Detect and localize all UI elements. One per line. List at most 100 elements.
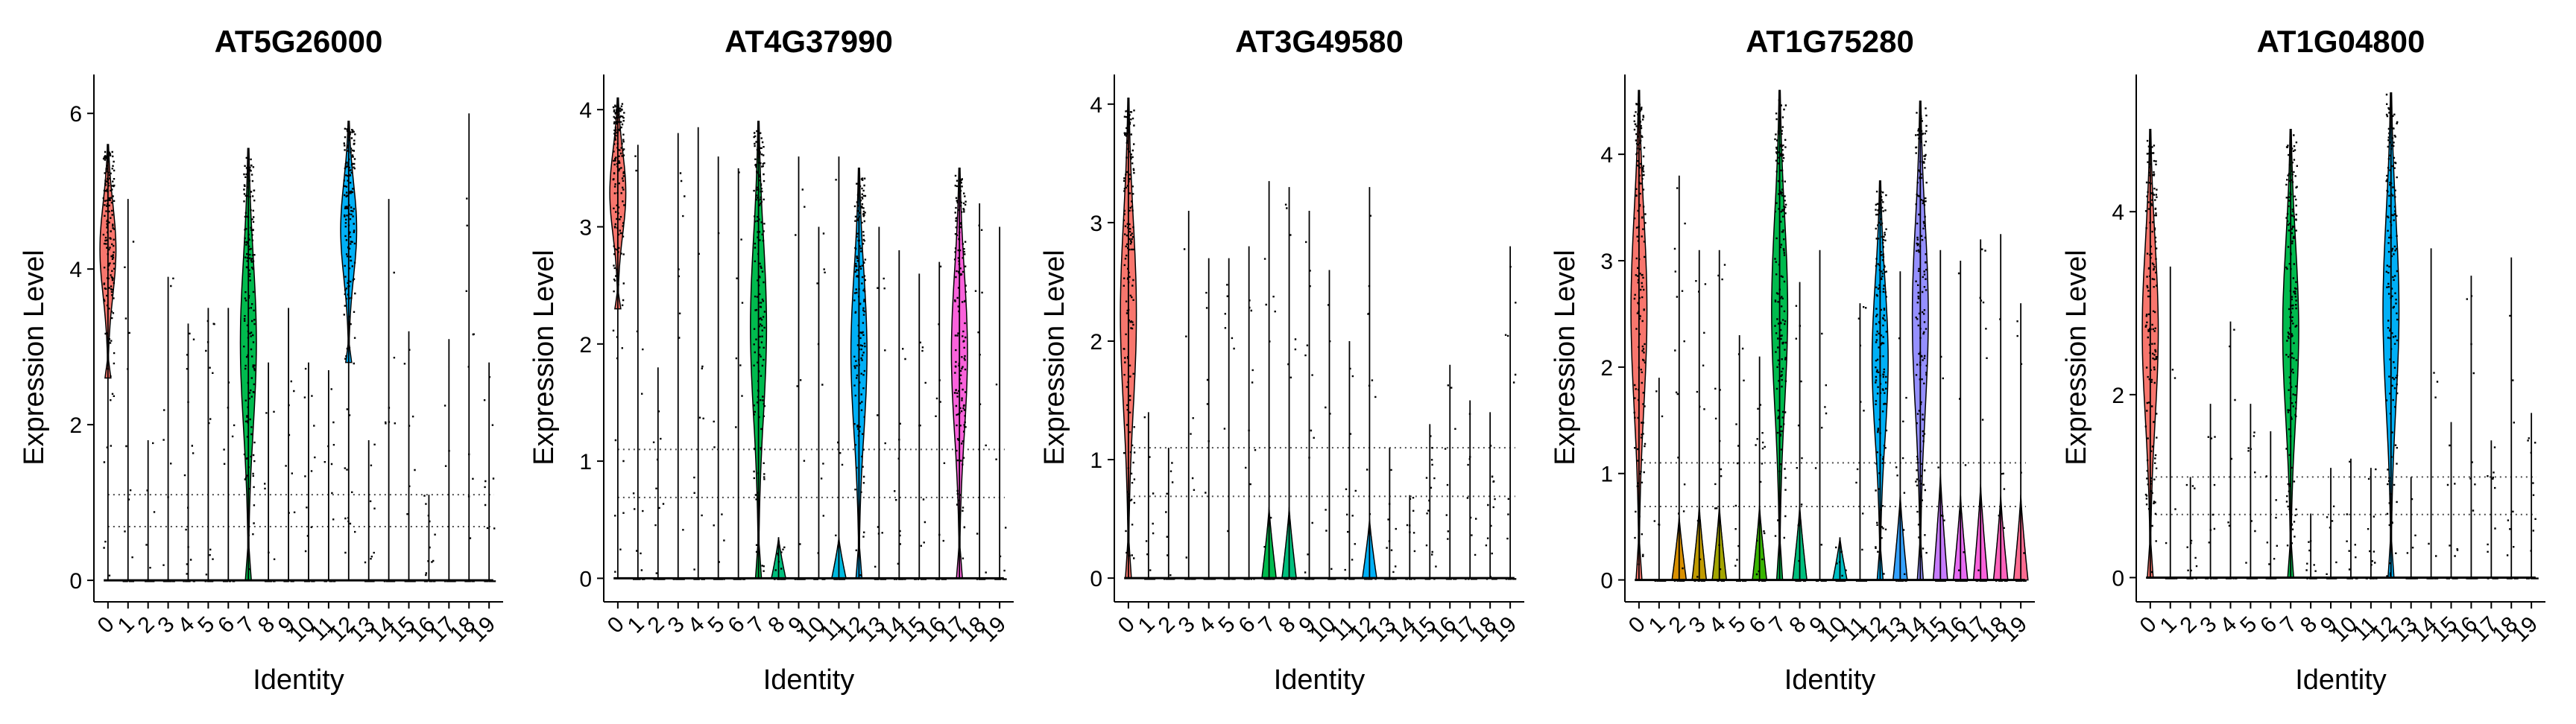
x-tick-label: 6 [213,612,239,638]
panel-title: AT3G49580 [1235,24,1404,59]
violin-cluster-19 [994,226,1007,580]
violin-cluster-15 [914,273,926,580]
violin-cluster-3 [672,133,686,580]
violin-cluster-13 [1384,448,1397,580]
jitter-points [443,404,456,582]
violin-cluster-6 [223,308,236,582]
jitter-points [1734,347,1747,582]
violin-cluster-13 [2405,477,2418,579]
jitter-points [632,155,645,580]
jitter-points [2405,498,2418,579]
x-tick-label: 0 [93,612,119,638]
jitter-points [2466,295,2478,579]
jitter-points [2285,134,2298,547]
x-tick-label: 3 [153,612,179,638]
jitter-points [1344,367,1357,580]
x-axis-label: Identity [2295,664,2387,696]
y-tick-label: 3 [1600,250,1613,274]
jitter-points [2305,540,2317,579]
jitter-points [753,130,766,572]
violin-cluster-18 [1992,234,2009,582]
violin-cluster-1 [1143,412,1156,580]
violin-cluster-11 [1855,303,1867,582]
jitter-points [2487,446,2498,579]
violin-cluster-15 [403,331,416,582]
jitter-points [693,253,705,580]
violin-cluster-3 [2205,404,2218,579]
x-tick-label: 4 [1705,612,1731,638]
x-tick-label: 6 [723,612,749,638]
violin-cluster-17 [1465,400,1477,580]
y-tick-label: 0 [69,569,82,594]
violin-cluster-7 [239,147,257,581]
jitter-points [2205,436,2218,579]
x-tick-label: 7 [2276,612,2302,638]
violin-cluster-17 [443,339,456,582]
x-tick-label: 1 [113,612,139,638]
x-tick-label: 5 [1213,612,1240,638]
jitter-points [1485,445,1497,580]
jitter-points [1164,462,1175,580]
violin-cluster-10 [1325,270,1336,580]
violin-cluster-11 [830,156,847,580]
jitter-points [874,277,887,580]
violin-cluster-16 [1952,261,1969,582]
jitter-points [303,367,316,582]
violin-cluster-11 [2365,468,2378,579]
x-tick-label: 5 [193,612,219,638]
y-tick-label: 1 [579,450,592,474]
panel-title: AT4G37990 [724,24,893,59]
violin-cluster-9 [1814,250,1828,582]
y-tick-label: 2 [1600,356,1613,381]
violin-cluster-8 [1281,187,1298,580]
jitter-points [423,495,436,582]
jitter-points [162,277,175,582]
y-tick-label: 2 [579,333,592,358]
jitter-points [794,188,806,580]
jitter-points [383,271,396,582]
violin-cluster-5 [2245,404,2258,579]
jitter-points [1123,109,1136,559]
violin-cluster-10 [303,362,316,582]
x-tick-label: 8 [2296,612,2322,638]
violin-cluster-16 [423,495,436,582]
x-tick-label: 1 [1134,612,1160,638]
y-tick-label: 1 [1600,463,1613,487]
x-tick-label: 19 [465,612,500,647]
violin-cluster-3 [1691,250,1708,582]
x-axis-label: Identity [1784,664,1876,696]
y-tick-label: 2 [1090,330,1102,355]
jitter-points [1995,318,2008,582]
x-tick-label: 4 [2215,612,2241,638]
violin-cluster-13 [364,440,376,582]
y-tick-label: 4 [69,258,82,282]
jitter-points [283,380,296,582]
violin-cluster-14 [1405,495,1416,580]
violin-cluster-19 [2012,303,2029,582]
x-tick-label: 3 [1174,612,1200,638]
y-axis-label: Expression Level [19,250,50,465]
y-tick-label: 6 [69,102,82,127]
violin-cluster-5 [204,308,215,582]
jitter-points [2144,139,2158,574]
violin-cluster-1 [122,199,135,582]
violin-cluster-19 [2526,413,2539,579]
violin-cluster-7 [1261,181,1278,580]
violin-cluster-0 [609,97,627,579]
jitter-points [2225,328,2238,579]
violin-cluster-10 [813,226,826,580]
violin-cluster-17 [1972,239,1989,582]
jitter-points [323,388,336,582]
violin-cluster-10 [2346,458,2358,579]
violin-cluster-18 [464,113,475,582]
violin-cluster-15 [1932,250,1948,582]
jitter-points [733,171,746,580]
violin-cluster-10 [1832,537,1849,582]
violin-cluster-3 [162,276,175,582]
jitter-points [2446,444,2459,579]
violin-cluster-1 [1653,378,1667,582]
violin-cluster-5 [1223,258,1236,580]
